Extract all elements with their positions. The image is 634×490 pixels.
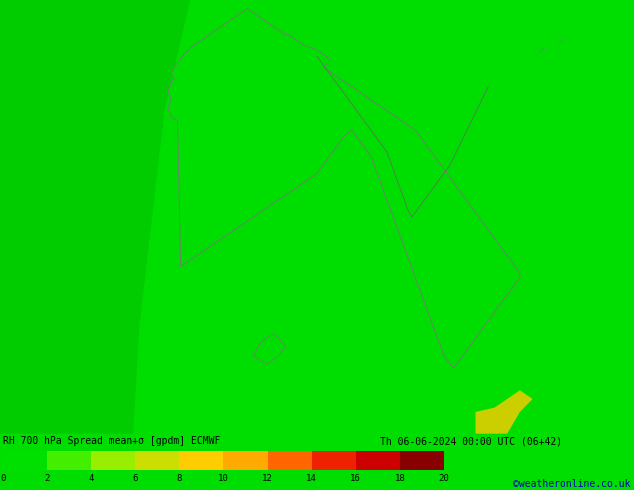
Polygon shape [168,9,520,368]
Polygon shape [476,390,533,434]
Text: 10: 10 [218,474,229,483]
Text: 14: 14 [306,474,317,483]
Text: 18: 18 [394,474,405,483]
Text: 2: 2 [44,474,50,483]
Text: 12: 12 [262,474,273,483]
Text: 8: 8 [177,474,182,483]
Text: 20: 20 [439,474,449,483]
Bar [223,451,268,470]
Bar [135,451,179,470]
Bar [3,451,47,470]
Text: Th 06-06-2024 00:00 UTC (06+42): Th 06-06-2024 00:00 UTC (06+42) [380,437,562,446]
Text: 4: 4 [89,474,94,483]
Polygon shape [0,0,190,434]
Bar [268,451,311,470]
Bar [356,451,399,470]
Text: ©weatheronline.co.uk: ©weatheronline.co.uk [514,479,631,489]
Bar [91,451,135,470]
Bar [179,451,224,470]
Text: 6: 6 [133,474,138,483]
Bar [47,451,91,470]
Bar [399,451,444,470]
Text: 0: 0 [1,474,6,483]
Bar [311,451,356,470]
Text: 16: 16 [351,474,361,483]
Text: RH 700 hPa Spread mean+σ [gpdm] ECMWF: RH 700 hPa Spread mean+σ [gpdm] ECMWF [3,437,221,446]
